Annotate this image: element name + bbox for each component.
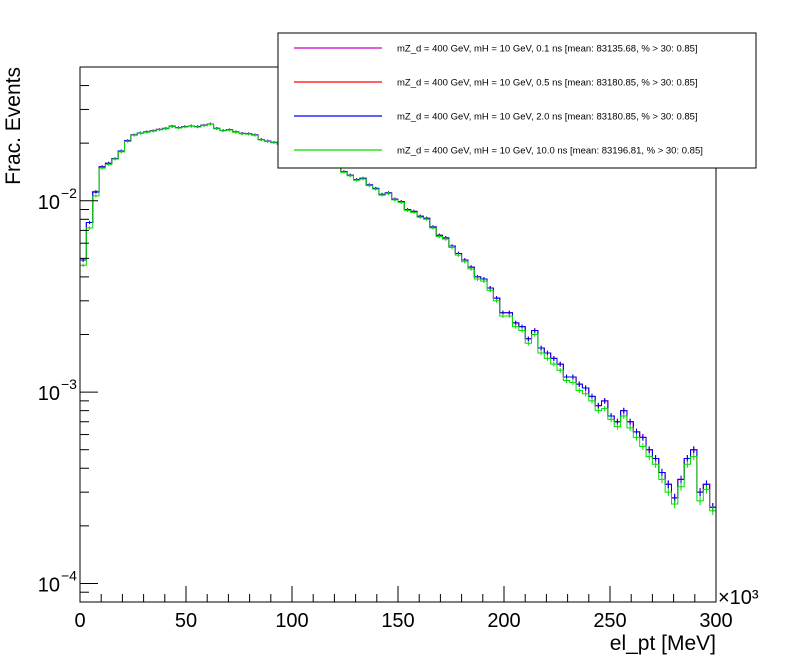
x-axis-multiplier: ×10³ <box>718 587 759 609</box>
x-tick-label: 50 <box>175 610 197 632</box>
y-tick-label: 10 <box>38 383 60 405</box>
y-axis: 10−410−310−2 <box>38 66 98 603</box>
x-tick-label: 100 <box>275 610 308 632</box>
x-tick-label: 200 <box>487 610 520 632</box>
y-tick-exponent: −4 <box>61 567 77 583</box>
x-tick-label: 300 <box>699 610 732 632</box>
legend-box <box>277 32 757 169</box>
legend: mZ_d = 400 GeV, mH = 10 GeV, 0.1 ns [mea… <box>277 32 757 169</box>
x-tick-label: 0 <box>74 610 85 632</box>
y-tick-exponent: −3 <box>61 376 77 392</box>
x-axis: 0 50 100 150 200 250 300 <box>74 586 733 632</box>
x-axis-label: el_pt [MeV] <box>610 632 716 655</box>
series-line <box>80 123 716 512</box>
y-tick-label: 10 <box>38 574 60 596</box>
legend-entry-2: mZ_d = 400 GeV, mH = 10 GeV, 2.0 ns [mea… <box>397 112 698 123</box>
y-axis-label: Frac. Events <box>2 67 25 185</box>
legend-entry-3: mZ_d = 400 GeV, mH = 10 GeV, 10.0 ns [me… <box>397 146 703 157</box>
y-tick-exponent: −2 <box>61 185 77 201</box>
y-tick-label: 10 <box>38 192 60 214</box>
series-3 <box>80 122 716 516</box>
x-tick-label: 150 <box>381 610 414 632</box>
legend-entry-1: mZ_d = 400 GeV, mH = 10 GeV, 0.5 ns [mea… <box>397 78 698 89</box>
legend-entry-0: mZ_d = 400 GeV, mH = 10 GeV, 0.1 ns [mea… <box>397 44 698 55</box>
x-tick-label: 250 <box>593 610 626 632</box>
